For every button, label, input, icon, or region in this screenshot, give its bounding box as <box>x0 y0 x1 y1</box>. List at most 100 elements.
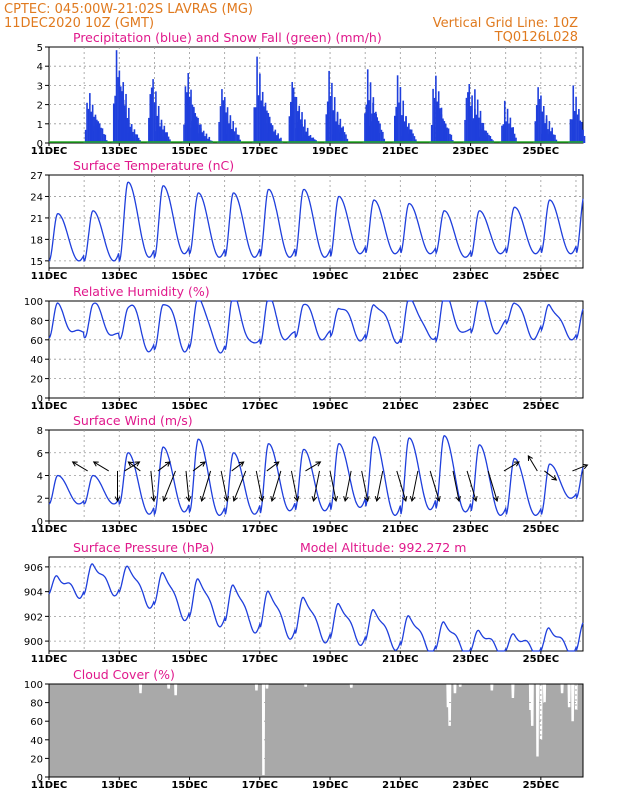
precip-bar <box>481 128 483 143</box>
precip-bar <box>295 128 298 143</box>
precip-bar <box>123 105 126 143</box>
precip-bar <box>118 119 120 143</box>
precip-bar <box>117 77 119 143</box>
wind-arrow-head <box>455 496 461 502</box>
y-tick-label: 40 <box>30 736 43 747</box>
precip-bar <box>346 138 349 143</box>
precip-bar <box>264 102 267 143</box>
x-tick-label: 15DEC <box>171 401 207 412</box>
precip-bar <box>130 124 133 143</box>
precip-bar <box>275 135 278 143</box>
wind-arrow-head <box>134 461 141 467</box>
precip-bar <box>230 129 233 143</box>
precip-bar <box>295 96 298 143</box>
precip-bar <box>201 133 204 143</box>
y-tick-label: 904 <box>24 588 43 599</box>
precip-bar <box>535 105 538 143</box>
wind-arrow-head <box>258 496 265 502</box>
precip-bar <box>469 105 472 143</box>
x-tick-label: 19DEC <box>312 146 348 157</box>
precip-bar <box>541 111 544 143</box>
precip-bar <box>90 111 93 143</box>
precip-bar <box>343 132 346 143</box>
precip-bar <box>292 87 295 143</box>
precip-bar <box>260 100 263 143</box>
precip-bar <box>259 73 261 143</box>
precip-bar <box>575 96 577 143</box>
wind-arrow <box>527 455 538 472</box>
precip-bar <box>207 138 209 143</box>
precip-bar <box>483 130 486 143</box>
precip-bar <box>509 117 512 143</box>
x-tick-label: 21DEC <box>382 524 418 535</box>
precip-bar <box>198 124 201 143</box>
precip-bar <box>408 123 410 143</box>
precip-bar <box>402 122 405 143</box>
precip-bar <box>542 121 545 143</box>
precip-bar <box>208 136 211 143</box>
precip-bar <box>233 131 236 143</box>
precip-bar <box>364 113 366 143</box>
precip-bar <box>126 117 129 143</box>
wind-arrow-head <box>164 461 171 467</box>
x-tick-label: 17DEC <box>242 401 278 412</box>
precip-bar <box>478 137 480 143</box>
precip-bar <box>97 121 100 143</box>
precip-bar <box>126 133 129 143</box>
precip-bar <box>266 110 268 143</box>
precip-bar <box>401 136 403 143</box>
precip-bar <box>482 126 485 143</box>
precip-bar <box>432 88 434 143</box>
precip-bar <box>256 56 258 143</box>
precip-bar <box>379 123 381 143</box>
y-tick-label: 15 <box>30 257 43 268</box>
precip-bars <box>83 50 586 143</box>
x-tick-label: 11DEC <box>31 524 67 535</box>
precip-bar <box>305 136 308 143</box>
y-tick-label: 4 <box>37 62 43 73</box>
x-tick-label: 13DEC <box>101 654 137 665</box>
x-tick-label: 15DEC <box>171 271 207 282</box>
precip-bar <box>183 124 185 143</box>
precip-bar <box>579 120 582 143</box>
y-tick-label: 8 <box>37 426 43 437</box>
precip-bar <box>576 114 579 143</box>
precip-bar <box>96 119 98 143</box>
precip-bar <box>365 104 368 143</box>
precip-bar <box>403 125 406 143</box>
y-tick-label: 27 <box>30 171 43 182</box>
precip-bar <box>339 118 342 143</box>
wind-arrow-head <box>232 495 238 502</box>
precip-bar <box>163 125 166 143</box>
x-tick-label: 19DEC <box>312 271 348 282</box>
panel-annotation: Model Altitude: 992.272 m <box>300 540 466 555</box>
precip-bar <box>329 95 332 143</box>
x-tick-label: 13DEC <box>101 271 137 282</box>
precip-bar <box>162 129 164 143</box>
wind-arrow-head <box>364 496 370 502</box>
wind-arrow <box>271 470 282 502</box>
precip-bar <box>125 93 127 143</box>
wind-arrow <box>157 461 171 472</box>
precip-bar <box>149 94 152 143</box>
y-tick-label: 18 <box>30 235 43 246</box>
wind-arrow <box>185 470 190 501</box>
wind-arrow-head <box>71 461 78 467</box>
wind-arrow <box>313 470 321 502</box>
precip-bar <box>119 96 122 143</box>
precip-bar <box>100 127 102 143</box>
x-tick-label: 15DEC <box>171 146 207 157</box>
x-tick-label: 23DEC <box>452 271 488 282</box>
precip-bar <box>280 137 282 143</box>
precip-bar <box>569 119 572 143</box>
precip-bar <box>413 136 416 143</box>
precip-bar <box>304 119 306 143</box>
y-tick-label: 24 <box>30 192 43 203</box>
precip-bar <box>436 101 439 143</box>
precip-bar <box>510 127 513 143</box>
wind-arrow-head <box>270 495 276 502</box>
y-tick-label: 21 <box>30 214 43 225</box>
model-label: TQ0126L028 <box>494 30 578 45</box>
x-tick-label: 11DEC <box>31 271 67 282</box>
vertical-grid-label: Vertical Grid Line: 10Z <box>433 16 578 31</box>
